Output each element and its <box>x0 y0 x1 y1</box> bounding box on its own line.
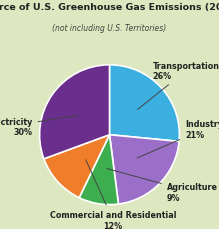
Text: (not including U.S. Territories): (not including U.S. Territories) <box>52 24 167 33</box>
Text: Industry
21%: Industry 21% <box>137 120 219 158</box>
Text: Source of U.S. Greenhouse Gas Emissions (2014): Source of U.S. Greenhouse Gas Emissions … <box>0 3 219 12</box>
Text: Agriculture
9%: Agriculture 9% <box>107 169 218 202</box>
Text: Electricity
30%: Electricity 30% <box>0 116 78 136</box>
Text: Transportation
26%: Transportation 26% <box>138 62 219 110</box>
Wedge shape <box>110 65 179 142</box>
Wedge shape <box>44 135 110 198</box>
Wedge shape <box>40 65 110 159</box>
Text: Commercial and Residential
12%: Commercial and Residential 12% <box>50 160 176 229</box>
Wedge shape <box>79 135 118 205</box>
Wedge shape <box>110 135 179 204</box>
